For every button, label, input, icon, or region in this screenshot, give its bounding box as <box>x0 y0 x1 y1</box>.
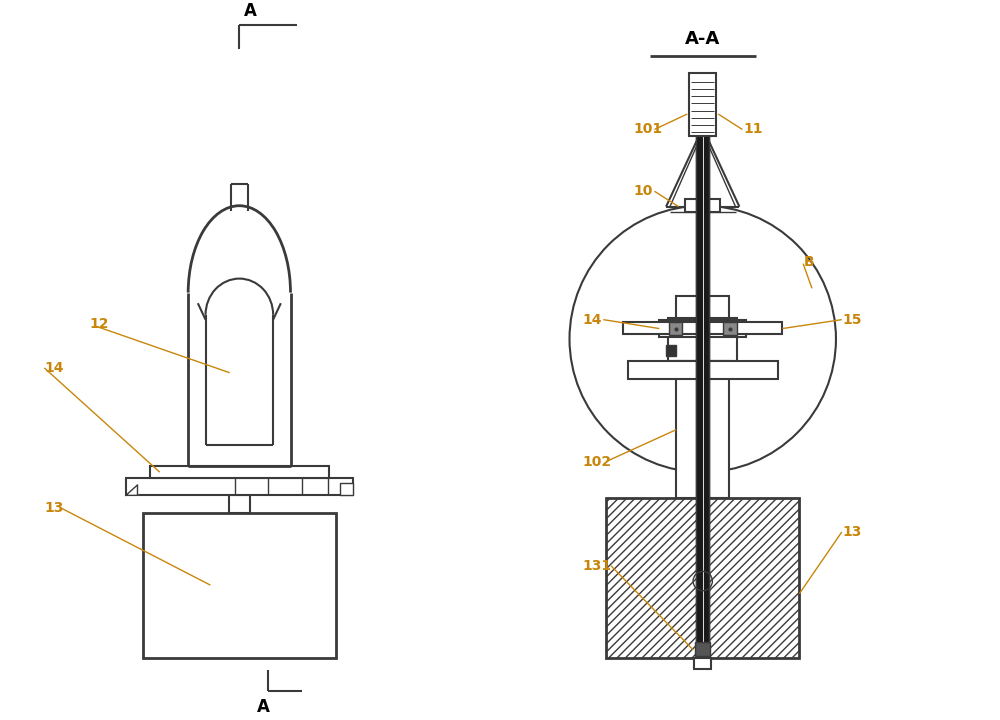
Text: 14: 14 <box>582 312 602 327</box>
Bar <box>676 361 729 498</box>
Text: A-A: A-A <box>685 30 720 48</box>
Bar <box>623 322 782 334</box>
Text: 101: 101 <box>633 122 662 137</box>
Text: 10: 10 <box>633 184 653 198</box>
Text: B: B <box>804 255 815 269</box>
Text: A: A <box>244 2 257 20</box>
Bar <box>689 73 716 136</box>
Polygon shape <box>126 485 137 495</box>
Bar <box>685 199 720 212</box>
Text: 131: 131 <box>582 559 611 573</box>
Bar <box>666 345 676 356</box>
Text: 11: 11 <box>743 122 763 137</box>
Text: 12: 12 <box>90 318 109 331</box>
Bar <box>143 513 336 657</box>
Text: 15: 15 <box>843 312 862 327</box>
Bar <box>126 478 353 495</box>
Bar <box>723 322 737 336</box>
Bar <box>668 318 737 361</box>
Bar <box>150 467 329 478</box>
Bar <box>696 81 709 653</box>
Text: A: A <box>257 698 270 716</box>
Text: 13: 13 <box>843 525 862 539</box>
Text: 13: 13 <box>44 501 64 515</box>
Bar <box>695 642 710 656</box>
Bar <box>340 483 353 495</box>
Bar <box>628 361 778 379</box>
Bar <box>669 322 682 336</box>
Bar <box>659 320 746 337</box>
Bar <box>696 81 709 653</box>
Bar <box>229 495 250 513</box>
Text: 102: 102 <box>582 454 611 469</box>
Text: 14: 14 <box>44 361 64 375</box>
Bar <box>606 498 799 657</box>
Bar <box>694 657 711 669</box>
Bar <box>676 297 729 318</box>
